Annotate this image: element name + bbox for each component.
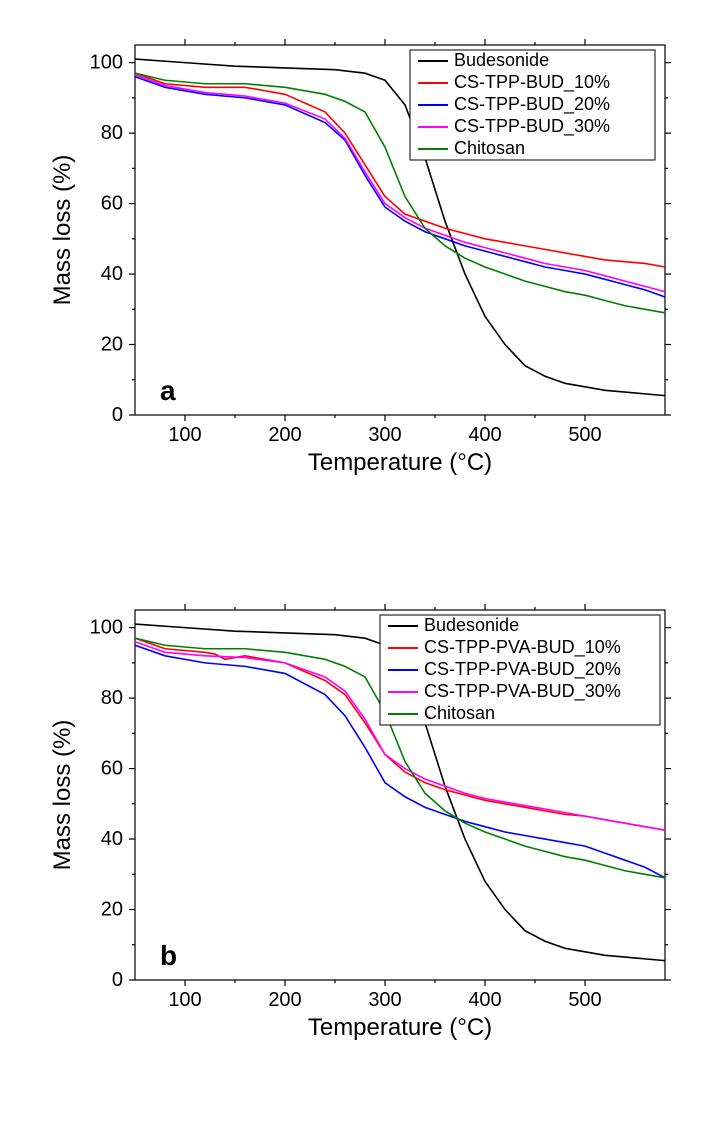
ytick-label: 100	[90, 52, 123, 74]
legend-label: CS-TPP-PVA-BUD_20%	[424, 659, 621, 680]
legend-label: CS-TPP-BUD_10%	[454, 72, 610, 93]
xtick-label: 200	[268, 424, 301, 446]
ytick-label: 40	[101, 828, 123, 850]
xtick-label: 500	[568, 424, 601, 446]
legend-label: CS-TPP-PVA-BUD_30%	[424, 681, 621, 702]
legend-label: Budesonide	[424, 615, 519, 635]
ytick-label: 40	[101, 263, 123, 285]
legend-label: CS-TPP-BUD_30%	[454, 116, 610, 137]
legend-label: CS-TPP-BUD_20%	[454, 94, 610, 115]
panel-b: 100 200 300 400 500 0 20 40 60 80 100 Temperature (…	[40, 595, 680, 1055]
x-axis-label: Temperature (°C)	[308, 1014, 492, 1041]
panel-a: 100 200 300 400 500 0 20 40 60 80 100 Temperature (…	[40, 30, 680, 490]
legend-label: Chitosan	[424, 703, 495, 723]
chart-svg: 100 200 300 400 500 0 20 40 60 80 100 Temperature (…	[40, 30, 680, 490]
panel-letter: b	[160, 940, 177, 971]
legend-label: Budesonide	[454, 50, 549, 70]
ytick-label: 60	[101, 758, 123, 780]
ytick-label: 80	[101, 122, 123, 144]
y-axis-label: Mass loss (%)	[49, 155, 76, 306]
chart-svg: 100 200 300 400 500 0 20 40 60 80 100 Temperature (…	[40, 595, 680, 1055]
ytick-label: 60	[101, 193, 123, 215]
xtick-label: 300	[368, 989, 401, 1011]
ytick-label: 20	[101, 899, 123, 921]
ytick-label: 100	[90, 617, 123, 639]
xtick-label: 500	[568, 989, 601, 1011]
xtick-label: 300	[368, 424, 401, 446]
ytick-label: 0	[112, 404, 123, 426]
ytick-label: 0	[112, 969, 123, 991]
xtick-label: 100	[168, 989, 201, 1011]
panel-letter: a	[160, 375, 176, 406]
xtick-label: 100	[168, 424, 201, 446]
xtick-label: 400	[468, 989, 501, 1011]
legend-label: CS-TPP-PVA-BUD_10%	[424, 637, 621, 658]
y-axis-label: Mass loss (%)	[49, 720, 76, 871]
x-axis-label: Temperature (°C)	[308, 449, 492, 476]
xtick-label: 400	[468, 424, 501, 446]
ytick-label: 20	[101, 334, 123, 356]
figure-container: 100200300400500020406080100Temperature (…	[0, 0, 714, 1133]
ytick-label: 80	[101, 687, 123, 709]
xtick-label: 200	[268, 989, 301, 1011]
legend-label: Chitosan	[454, 138, 525, 158]
